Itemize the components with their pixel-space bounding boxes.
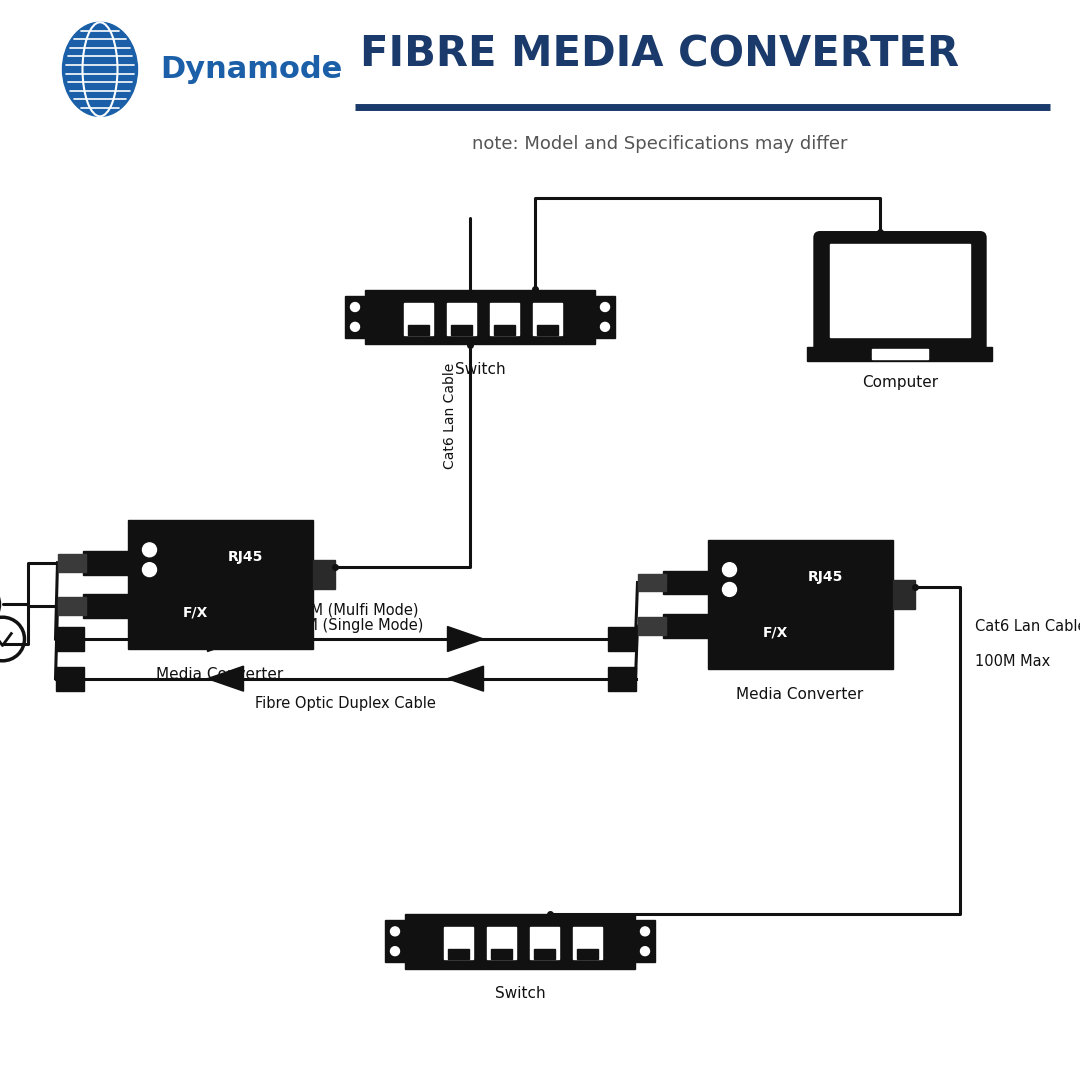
Text: 5000M (Single Mode): 5000M (Single Mode) (268, 618, 423, 633)
FancyBboxPatch shape (407, 325, 429, 335)
FancyBboxPatch shape (444, 928, 473, 959)
FancyBboxPatch shape (55, 666, 83, 690)
FancyBboxPatch shape (529, 928, 558, 959)
Text: note: Model and Specifications may differ: note: Model and Specifications may diffe… (472, 135, 848, 152)
FancyBboxPatch shape (872, 349, 928, 359)
Circle shape (640, 947, 649, 956)
Text: 100M Max: 100M Max (974, 653, 1050, 669)
Circle shape (640, 927, 649, 935)
Circle shape (351, 323, 360, 332)
FancyBboxPatch shape (608, 627, 635, 651)
Polygon shape (447, 626, 484, 651)
Polygon shape (207, 666, 243, 691)
Polygon shape (207, 626, 243, 651)
FancyBboxPatch shape (831, 244, 970, 337)
FancyBboxPatch shape (446, 303, 475, 335)
FancyBboxPatch shape (345, 296, 365, 338)
Text: F/X: F/X (183, 605, 207, 619)
FancyBboxPatch shape (662, 570, 707, 594)
FancyBboxPatch shape (808, 347, 993, 361)
FancyBboxPatch shape (365, 289, 595, 345)
Circle shape (351, 302, 360, 311)
FancyBboxPatch shape (57, 597, 85, 616)
Text: Media Converter: Media Converter (737, 687, 864, 702)
FancyBboxPatch shape (637, 617, 665, 635)
FancyBboxPatch shape (577, 949, 597, 959)
FancyBboxPatch shape (55, 627, 83, 651)
FancyBboxPatch shape (447, 949, 469, 959)
Circle shape (143, 563, 157, 577)
FancyBboxPatch shape (82, 594, 127, 618)
Text: Fibre Optic Duplex Cable: Fibre Optic Duplex Cable (255, 697, 436, 712)
Circle shape (723, 563, 737, 577)
Text: Switch: Switch (455, 362, 505, 377)
FancyBboxPatch shape (572, 928, 602, 959)
Text: Cat6 Lan Cable: Cat6 Lan Cable (443, 363, 457, 470)
Circle shape (600, 323, 609, 332)
Circle shape (600, 302, 609, 311)
FancyBboxPatch shape (384, 920, 405, 962)
Circle shape (391, 927, 400, 935)
FancyBboxPatch shape (489, 303, 518, 335)
Ellipse shape (63, 23, 137, 117)
FancyBboxPatch shape (494, 325, 514, 335)
FancyBboxPatch shape (486, 928, 515, 959)
FancyBboxPatch shape (405, 914, 635, 969)
Text: FIBRE MEDIA CONVERTER: FIBRE MEDIA CONVERTER (361, 33, 959, 76)
FancyBboxPatch shape (490, 949, 512, 959)
FancyBboxPatch shape (82, 551, 127, 575)
Text: RJ45: RJ45 (808, 569, 842, 583)
FancyBboxPatch shape (814, 232, 986, 352)
FancyBboxPatch shape (127, 521, 312, 649)
FancyBboxPatch shape (608, 666, 635, 690)
Circle shape (391, 947, 400, 956)
Text: F/X: F/X (762, 625, 787, 639)
Text: Computer: Computer (862, 376, 939, 390)
FancyBboxPatch shape (707, 540, 892, 669)
Text: Dynamode: Dynamode (160, 55, 342, 84)
FancyBboxPatch shape (57, 554, 85, 571)
FancyBboxPatch shape (450, 325, 472, 335)
FancyBboxPatch shape (635, 920, 654, 962)
Text: Cat6 Lan Cable: Cat6 Lan Cable (974, 619, 1080, 634)
FancyBboxPatch shape (534, 949, 554, 959)
Circle shape (723, 582, 737, 596)
FancyBboxPatch shape (532, 303, 562, 335)
FancyBboxPatch shape (595, 296, 615, 338)
Text: 2000M (Mulfi Mode): 2000M (Mulfi Mode) (273, 603, 418, 617)
Circle shape (143, 543, 157, 557)
FancyBboxPatch shape (892, 580, 915, 609)
Polygon shape (447, 666, 484, 691)
FancyBboxPatch shape (404, 303, 432, 335)
FancyBboxPatch shape (537, 325, 557, 335)
FancyBboxPatch shape (637, 573, 665, 592)
Text: RJ45: RJ45 (227, 550, 262, 564)
Text: Switch: Switch (495, 986, 545, 1001)
FancyBboxPatch shape (662, 615, 707, 638)
Text: Media Converter: Media Converter (157, 666, 284, 681)
FancyBboxPatch shape (312, 559, 335, 590)
